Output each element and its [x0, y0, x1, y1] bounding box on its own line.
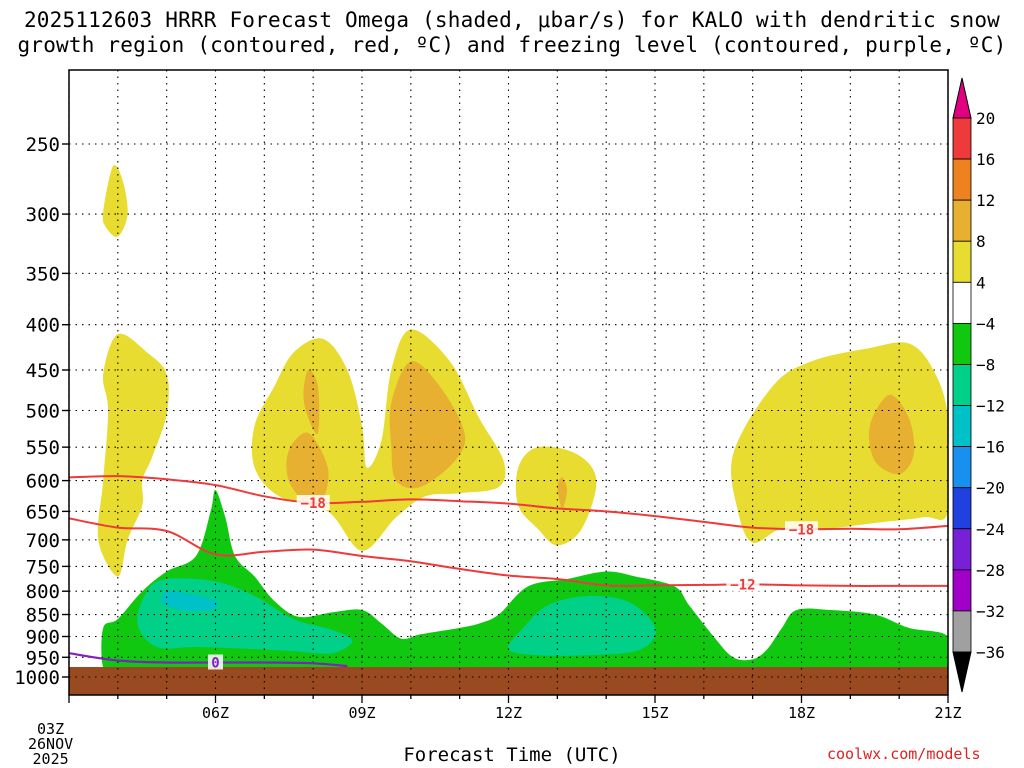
y-tick-label-500: 500	[26, 401, 60, 423]
colorbar-label-2: 12	[976, 191, 995, 210]
start-year-label: 2025	[32, 750, 69, 768]
y-tick-label-400: 400	[26, 315, 60, 337]
colorbar-label-12: −32	[976, 602, 1005, 621]
contour-label-0: 0	[211, 656, 219, 672]
y-tick-label-950: 950	[26, 647, 60, 669]
omega-region-9	[868, 394, 915, 475]
contour-label-bg	[726, 576, 760, 592]
omega-region-5	[389, 361, 466, 489]
colorbar-label-3: 8	[976, 232, 986, 251]
colorbar-segment-9	[952, 487, 972, 530]
chart-title: 2025112603 HRRR Forecast Omega (shaded, …	[0, 8, 1024, 58]
colorbar-segment-1	[952, 158, 972, 201]
colorbar-label-11: −28	[976, 561, 1005, 580]
colorbar-segment-11	[952, 569, 972, 612]
contour-label--12: −12	[730, 578, 755, 594]
colorbar-top-arrow	[952, 77, 972, 119]
colorbar-segment-8	[952, 446, 972, 489]
omega-region-4	[303, 369, 320, 435]
x-tick-label-09Z: 09Z	[348, 704, 375, 722]
omega-region-0	[102, 165, 128, 237]
y-tick-label-900: 900	[26, 626, 60, 648]
colorbar-label-0: 20	[976, 109, 995, 128]
y-tick-label-450: 450	[26, 360, 60, 382]
y-tick-label-750: 750	[26, 556, 60, 578]
omega-region-1	[97, 333, 169, 577]
contour-label-bg	[208, 654, 223, 670]
y-tick-label-800: 800	[26, 581, 60, 603]
colorbar-segment-3	[952, 240, 972, 283]
contour-label--18: −18	[301, 496, 326, 512]
x-tick-label-18Z: 18Z	[788, 704, 815, 722]
colorbar-label-5: −4	[976, 314, 995, 333]
y-axis: 2503003504004505005506006507007508008509…	[14, 134, 69, 689]
x-tick-label-06Z: 06Z	[202, 704, 229, 722]
x-tick-label-15Z: 15Z	[641, 704, 668, 722]
contour-label--18: −18	[789, 522, 814, 538]
colorbar-label-4: 4	[976, 273, 986, 292]
y-tick-label-650: 650	[26, 501, 60, 523]
colorbar-segment-10	[952, 528, 972, 571]
y-tick-label-600: 600	[26, 471, 60, 493]
colorbar-segment-0	[952, 117, 972, 160]
colorbar-label-6: −8	[976, 355, 995, 374]
colorbar-segment-2	[952, 199, 972, 242]
colorbar-segment-7	[952, 405, 972, 448]
y-tick-label-300: 300	[26, 204, 60, 226]
omega-region-6	[515, 446, 597, 546]
y-tick-label-350: 350	[26, 263, 60, 285]
contour-label-bg	[296, 495, 330, 511]
y-tick-label-700: 700	[26, 530, 60, 552]
x-tick-label-21Z: 21Z	[934, 704, 961, 722]
contour-label-bg	[785, 521, 818, 537]
omega-region-8	[731, 342, 948, 543]
start-date-label: 03Z 26NOV 2025	[28, 722, 73, 767]
colorbar-label-13: −36	[976, 643, 1005, 662]
colorbar-segment-4	[952, 281, 972, 324]
start-day-label: 26NOV	[28, 735, 74, 753]
omega-region-13	[508, 595, 656, 656]
contour-line-1	[69, 517, 948, 587]
y-tick-label-250: 250	[26, 134, 60, 156]
y-tick-label-1000: 1000	[14, 667, 60, 689]
colorbar-label-10: −24	[976, 520, 1005, 539]
colorbar-label-9: −20	[976, 479, 1005, 498]
start-hour-label: 03Z	[37, 720, 65, 738]
colorbar-segment-6	[952, 364, 972, 406]
colorbar-label-1: 16	[976, 150, 995, 169]
colorbar-label-8: −16	[976, 438, 1005, 457]
title-line-1: 2025112603 HRRR Forecast Omega (shaded, …	[23, 8, 1001, 32]
footer-credit: coolwx.com/models	[827, 745, 981, 763]
colorbar: 20 16 12 8 4 −4 −8 −12 −16 −20 −24 −28 −32 −36	[952, 77, 1005, 693]
y-tick-label-550: 550	[26, 437, 60, 459]
x-axis-label: Forecast Time (UTC)	[403, 744, 621, 766]
x-tick-label-12Z: 12Z	[495, 704, 522, 722]
colorbar-label-7: −12	[976, 397, 1005, 416]
x-axis: 06Z 09Z 12Z 15Z 18Z 21Z	[68, 695, 962, 722]
omega-region-12	[161, 590, 218, 611]
colorbar-bottom-arrow	[952, 651, 972, 693]
contour-labels: −18 −18 −12 0	[208, 495, 818, 672]
omega-region-3	[286, 432, 329, 507]
colorbar-segment-12	[952, 610, 972, 653]
omega-region-7	[557, 477, 568, 509]
title-line-2: growth region (contoured, red, ºC) and f…	[17, 33, 1007, 57]
y-tick-label-850: 850	[26, 605, 60, 627]
colorbar-segment-5	[952, 322, 972, 365]
